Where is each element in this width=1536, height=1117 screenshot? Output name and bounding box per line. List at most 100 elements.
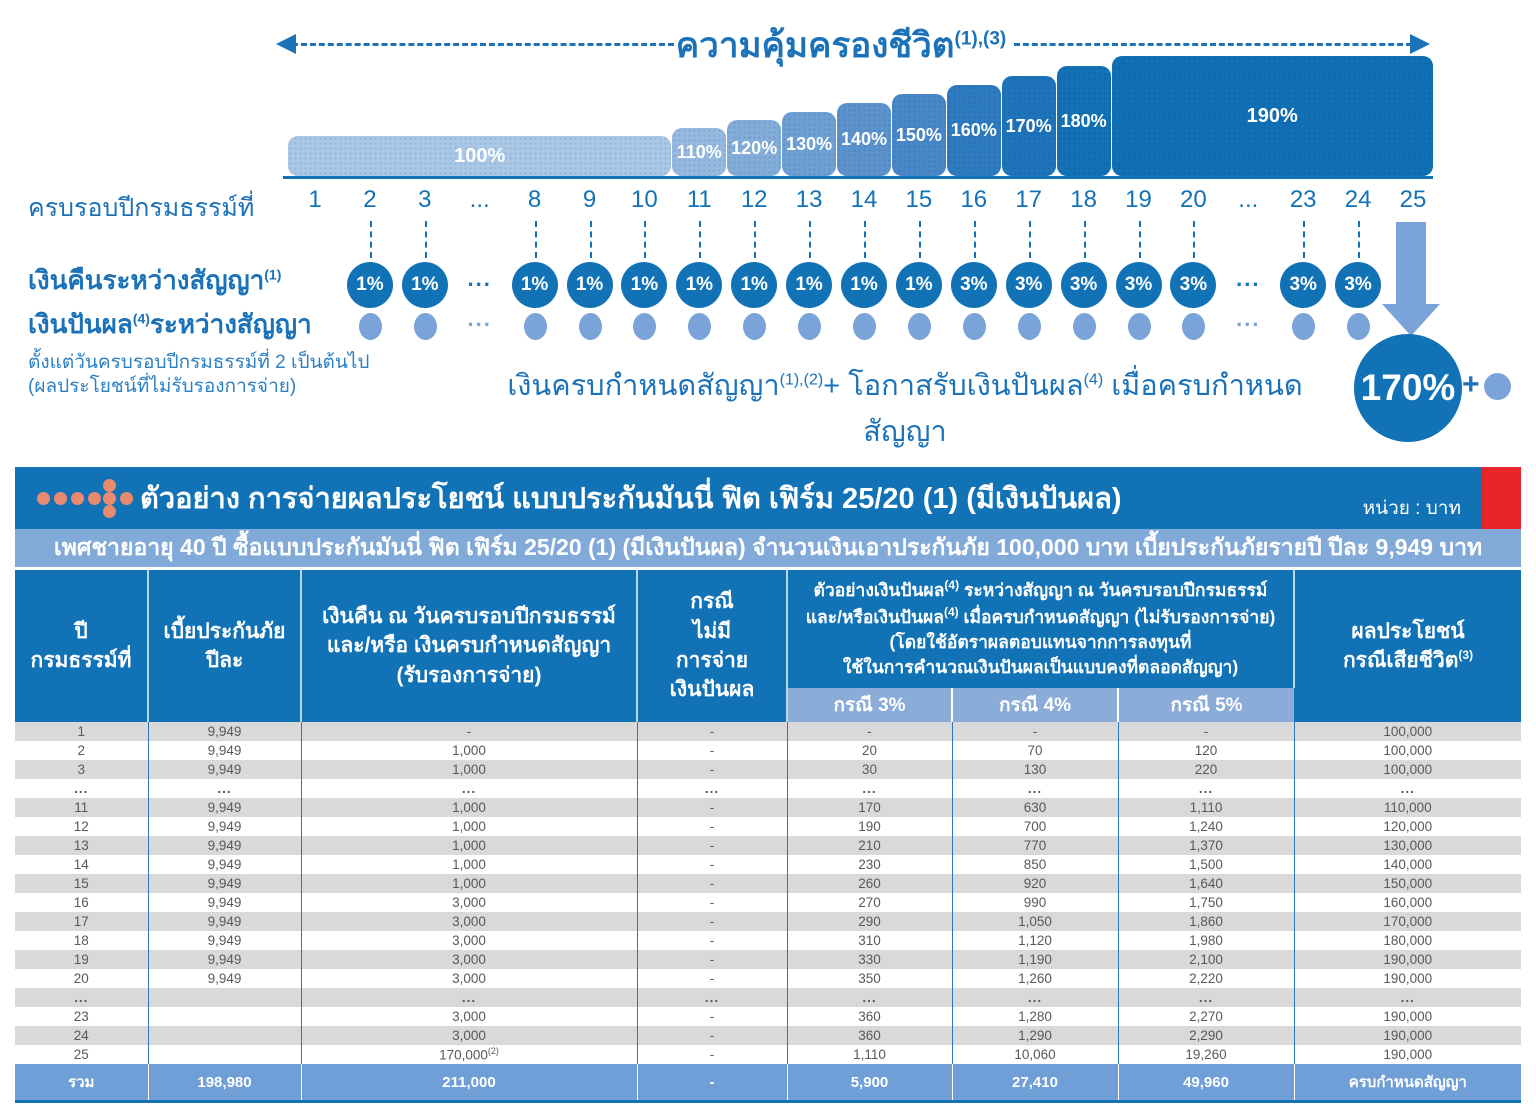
cashback-circle: 1% [841, 262, 887, 308]
table-cell: 2,290 [1118, 1026, 1295, 1045]
coverage-bar: 170% [1001, 76, 1056, 176]
table-cell: - [637, 836, 788, 855]
axis-label: ครบรอบปีกรมธรรม์ที่ [28, 194, 255, 222]
table-cell: ... [787, 779, 953, 798]
table-cell: ... [952, 779, 1119, 798]
table-cell: 30 [787, 760, 953, 779]
year-label: 9 [582, 186, 597, 213]
table-cell: ... [952, 988, 1119, 1007]
maturity-arrow-shaft [1396, 222, 1426, 306]
table-cell: - [637, 855, 788, 874]
table-cell: 170,000 [1294, 912, 1522, 931]
table-cell: 990 [952, 893, 1119, 912]
dividend-dot-icon [413, 313, 437, 340]
year-label: ... [469, 186, 490, 213]
table-cell: 180,000 [1294, 931, 1522, 950]
table-title: ตัวอย่าง การจ่ายผลประโยชน์ แบบประกันมันน… [140, 483, 1122, 515]
table-cell: 12 [15, 817, 149, 836]
total-cell: ครบกำหนดสัญญา [1294, 1064, 1522, 1102]
table-cell [148, 1045, 302, 1064]
table-cell: 1,190 [952, 950, 1119, 969]
table-cell: 190,000 [1294, 1026, 1522, 1045]
year-label: 11 [686, 186, 712, 213]
table-cell: 1,750 [1118, 893, 1295, 912]
table-cell: 13 [15, 836, 149, 855]
table-cell: 850 [952, 855, 1119, 874]
table-cell: 1,120 [952, 931, 1119, 950]
table-row: 14 9,949 1,000-230 850 1,500 140,000 [15, 855, 1522, 874]
table-cell: 3,000 [301, 912, 638, 931]
cashback-circle: 3% [1115, 262, 1162, 308]
table-cell: 630 [952, 798, 1119, 817]
cashback-circle: 1% [786, 262, 833, 308]
table-row: 1 9,949- - - - -100,000 [15, 722, 1522, 741]
table-cell: 310 [787, 931, 953, 950]
table-cell: 1,110 [1118, 798, 1295, 817]
table-cell [148, 1007, 302, 1026]
year-tick [918, 221, 921, 258]
table-cell: - [637, 931, 788, 950]
coverage-bar: 190% [1111, 56, 1433, 176]
table-cell: ... [1294, 988, 1522, 1007]
table-cell: ... [637, 779, 788, 798]
coverage-bar: 160% [946, 85, 1001, 176]
table-cell: 160,000 [1294, 893, 1522, 912]
year-tick [809, 221, 812, 258]
col-header-no-dividend: กรณี ไม่มี การจ่าย เงินปันผล [637, 570, 788, 722]
table-cell: 1,000 [301, 798, 638, 817]
dashed-arrowhead-right-icon [1410, 34, 1430, 54]
table-cell: 190,000 [1294, 969, 1522, 988]
year-tick [754, 221, 757, 258]
year-label: 15 [905, 186, 933, 213]
table-row: 18 9,949 3,000-310 1,120 1,980 180,000 [15, 931, 1522, 950]
table-cell: - [637, 893, 788, 912]
table-cell: 2,100 [1118, 950, 1295, 969]
cashback-circle: 3% [1335, 262, 1382, 308]
coverage-bar: 140% [837, 103, 891, 176]
dividend-note-2: (ผลประโยชน์ที่ไม่รับรองการจ่าย) [28, 376, 297, 397]
table-subtitle: เพศชายอายุ 40 ปี ซื้อแบบประกันมันนี่ ฟิต… [15, 529, 1521, 567]
col-header-cashback: เงินคืน ณ วันครบรอบปีกรมธรรม์ และ/หรือ เ… [301, 570, 638, 722]
table-cell: 15 [15, 874, 149, 893]
table-row: 25 170,000(2) -1,110 10,060 19,260 190,000 [15, 1045, 1522, 1064]
table-cell: 9,949 [148, 722, 302, 741]
table-cell: - [1118, 722, 1295, 741]
year-tick [1028, 221, 1031, 258]
maturity-dividend-dot-icon [1484, 373, 1511, 400]
cashback-circle: 1% [401, 262, 448, 308]
table-cell: ... [1294, 779, 1522, 798]
dividend-dot-icon [1127, 313, 1151, 340]
cashback-circle: 3% [1170, 262, 1217, 308]
col-header-policy-year: ปี กรมธรรม์ที่ [15, 570, 149, 722]
total-cell: 27,410 [952, 1064, 1119, 1102]
table-cell: 14 [15, 855, 149, 874]
col-header-case-3: กรณี 3% [787, 688, 953, 722]
red-accent-block [1482, 467, 1521, 529]
cashback-circle: 3% [950, 262, 997, 308]
table-cell: 170,000(2) [301, 1045, 638, 1064]
table-cell: 130,000 [1294, 836, 1522, 855]
coverage-title-sup: (1),(3) [954, 28, 1007, 50]
table-cell: 3,000 [301, 950, 638, 969]
year-label: 17 [1015, 186, 1043, 213]
year-tick [699, 221, 702, 258]
table-cell: 9,949 [148, 912, 302, 931]
table-cell: ... [787, 988, 953, 1007]
table-cell: - [637, 798, 788, 817]
table-cell: 70 [952, 741, 1119, 760]
table-cell: 120 [1118, 741, 1295, 760]
cashback-circle: 1% [346, 262, 393, 308]
table-cell: 770 [952, 836, 1119, 855]
year-tick [424, 221, 427, 258]
dashed-arrowhead-left-icon [276, 34, 296, 54]
table-cell: 1,980 [1118, 931, 1295, 950]
table-row: 20 9,949 3,000-350 1,260 2,220 190,000 [15, 969, 1522, 988]
table-cell: - [301, 722, 638, 741]
table-cell: - [637, 874, 788, 893]
table-cell: 1 [15, 722, 149, 741]
table-cell: 3,000 [301, 931, 638, 950]
table-cell: 25 [15, 1045, 149, 1064]
table-cell: 190,000 [1294, 1045, 1522, 1064]
dashed-line-left [292, 43, 674, 46]
table-cell: 260 [787, 874, 953, 893]
